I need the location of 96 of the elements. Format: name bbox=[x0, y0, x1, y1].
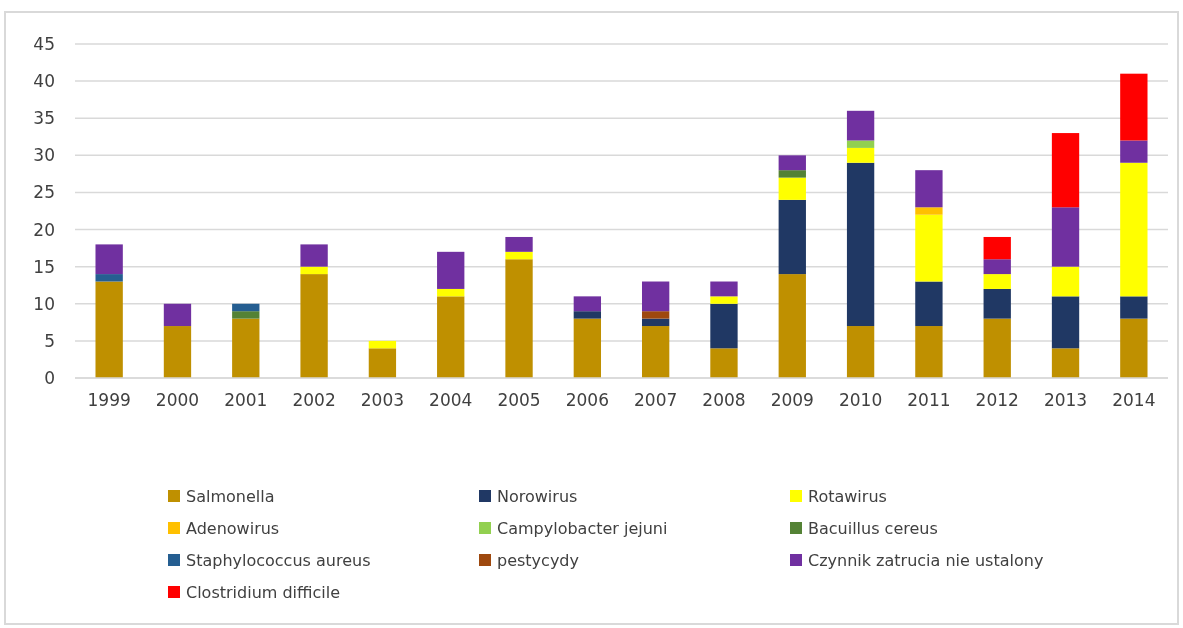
bar bbox=[641, 326, 670, 378]
bar bbox=[641, 311, 670, 319]
bar bbox=[710, 296, 738, 304]
bar bbox=[983, 318, 1011, 378]
bar bbox=[1120, 318, 1148, 378]
bar bbox=[915, 207, 943, 215]
bar bbox=[1051, 296, 1080, 349]
y-tick-label: 40 bbox=[33, 71, 55, 92]
bar bbox=[505, 236, 533, 252]
bar bbox=[95, 281, 123, 378]
bar bbox=[641, 281, 670, 312]
bar bbox=[710, 281, 738, 297]
x-tick-label: 2008 bbox=[702, 390, 746, 410]
bar bbox=[368, 348, 397, 378]
bar bbox=[710, 303, 738, 349]
bar bbox=[1051, 133, 1080, 208]
x-tick-label: 2005 bbox=[497, 390, 541, 410]
y-tick-label: 30 bbox=[33, 145, 55, 166]
legend-label: Norowirus bbox=[497, 486, 578, 506]
legend-label: Czynnik zatrucia nie ustalony bbox=[808, 550, 1044, 570]
bar bbox=[1051, 266, 1080, 297]
legend-label: Rotawirus bbox=[808, 486, 887, 506]
bar bbox=[1051, 348, 1080, 378]
bar bbox=[846, 162, 875, 327]
bar bbox=[232, 303, 260, 312]
bar bbox=[983, 236, 1011, 260]
x-tick-label: 2007 bbox=[634, 390, 678, 410]
x-tick-label: 2013 bbox=[1043, 390, 1088, 410]
bar bbox=[1120, 162, 1148, 297]
bar bbox=[778, 199, 806, 275]
bar bbox=[846, 110, 875, 141]
bar bbox=[915, 214, 943, 282]
bar bbox=[1120, 73, 1148, 141]
bar bbox=[1120, 296, 1148, 319]
x-tick-label: 2004 bbox=[429, 390, 473, 410]
y-tick-label: 15 bbox=[33, 256, 55, 277]
legend-label: Campylobacter jejuni bbox=[497, 518, 668, 538]
y-tick-label: 45 bbox=[33, 33, 55, 54]
bar bbox=[846, 140, 875, 148]
legend-label: Salmonella bbox=[186, 486, 275, 506]
x-tick-label: 2014 bbox=[1112, 390, 1156, 410]
bar bbox=[300, 266, 328, 275]
x-tick-label: 2000 bbox=[155, 390, 200, 410]
bar bbox=[95, 244, 123, 275]
bar bbox=[232, 318, 260, 378]
y-tick-label: 5 bbox=[44, 330, 55, 351]
bar bbox=[368, 340, 397, 349]
x-tick-label: 2006 bbox=[565, 390, 609, 410]
legend-label: pestycydy bbox=[497, 550, 579, 570]
x-tick-label: 2011 bbox=[907, 390, 951, 410]
legend-label: Clostridium difficile bbox=[186, 582, 341, 602]
bar bbox=[505, 259, 533, 378]
bar bbox=[437, 296, 465, 378]
x-tick-label: 2012 bbox=[975, 390, 1019, 410]
bar bbox=[778, 177, 806, 200]
bar bbox=[778, 155, 806, 171]
bar bbox=[163, 326, 192, 378]
x-tick-label: 2002 bbox=[292, 390, 336, 410]
bar bbox=[915, 326, 943, 378]
bar bbox=[437, 288, 465, 297]
y-tick-label: 25 bbox=[33, 182, 55, 203]
x-tick-label: 2009 bbox=[770, 390, 814, 410]
bar bbox=[983, 274, 1011, 289]
bar bbox=[437, 251, 465, 289]
bar bbox=[300, 274, 328, 378]
bar bbox=[1051, 207, 1080, 267]
legend-label: Bacuillus cereus bbox=[808, 518, 938, 538]
x-tick-label: 2003 bbox=[360, 390, 405, 410]
bar bbox=[915, 281, 943, 327]
legend-label: Staphylococcus aureus bbox=[186, 550, 371, 570]
bar bbox=[573, 318, 602, 378]
x-tick-label: 1999 bbox=[87, 390, 131, 410]
bar bbox=[846, 147, 875, 163]
bar bbox=[915, 170, 943, 208]
legend-label: Adenowirus bbox=[186, 518, 280, 538]
x-tick-label: 2010 bbox=[838, 390, 883, 410]
bar bbox=[1120, 140, 1148, 163]
bar bbox=[778, 170, 806, 178]
bar bbox=[505, 251, 533, 260]
bar bbox=[573, 311, 602, 319]
bar bbox=[983, 259, 1011, 275]
bar bbox=[983, 288, 1011, 319]
bar bbox=[232, 311, 260, 319]
y-tick-label: 35 bbox=[33, 108, 55, 129]
bar bbox=[778, 274, 806, 378]
bar bbox=[163, 303, 192, 327]
x-tick-label: 2001 bbox=[224, 390, 268, 410]
bar bbox=[95, 274, 123, 282]
bar bbox=[300, 244, 328, 267]
bar bbox=[710, 348, 738, 378]
y-tick-label: 10 bbox=[33, 293, 55, 314]
bar bbox=[641, 318, 670, 327]
bar bbox=[573, 296, 602, 312]
y-tick-label: 0 bbox=[44, 367, 55, 388]
y-tick-label: 20 bbox=[33, 219, 55, 240]
bar bbox=[846, 326, 875, 378]
